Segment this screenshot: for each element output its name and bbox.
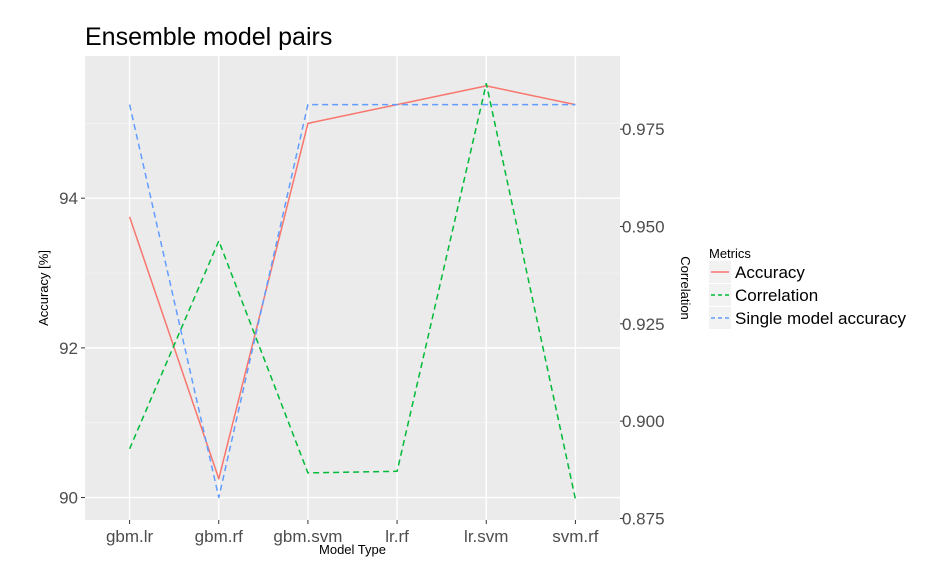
x-tick-label: gbm.lr — [106, 527, 154, 546]
series-line-correlation — [128, 82, 577, 500]
x-tick-label: gbm.rf — [195, 527, 243, 546]
legend-label: Correlation — [735, 286, 818, 305]
series-layer — [128, 82, 577, 500]
grid-layer — [85, 56, 620, 520]
plot-panel — [85, 56, 620, 520]
y2-tick-label: 0.875 — [622, 509, 665, 528]
y-tick-label: 90 — [59, 489, 78, 508]
legend-label: Single model accuracy — [735, 309, 907, 328]
series-line-single-model-accuracy — [128, 103, 576, 499]
y2-tick-label: 0.975 — [622, 120, 665, 139]
x-tick-label: lr.svm — [464, 527, 508, 546]
y2-axis-label: Correlation — [678, 256, 693, 320]
y-tick-label: 94 — [59, 189, 78, 208]
x-axis-label: Model Type — [319, 542, 386, 557]
y2-tick-label: 0.900 — [622, 412, 665, 431]
series-line-accuracy — [128, 85, 576, 480]
legend-title: Metrics — [709, 246, 751, 261]
y2-tick-label: 0.925 — [622, 315, 665, 334]
x-tick-label: lr.rf — [385, 527, 409, 546]
x-tick-label: gbm.svm — [273, 527, 342, 546]
chart-title: Ensemble model pairs — [85, 23, 332, 51]
y2-tick-label: 0.950 — [622, 217, 665, 236]
legend-label: Accuracy — [735, 263, 805, 282]
axis-layer: 90 92 94 0.875 0.900 0.925 0.950 0.975 gbm.lr gbm… — [59, 120, 664, 546]
legend: Metrics Accuracy Correlation Single model … — [709, 246, 907, 329]
y-axis-label: Accuracy [%] — [36, 250, 51, 326]
x-tick-label: svm.rf — [552, 527, 599, 546]
y-tick-label: 92 — [59, 339, 78, 358]
